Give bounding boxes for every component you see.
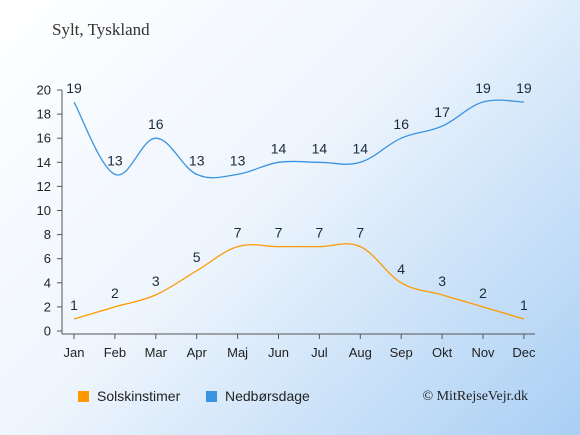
y-tick-label: 20 — [37, 83, 51, 98]
data-label-solskinstimer: 7 — [275, 225, 283, 241]
x-tick-label: Nov — [471, 345, 495, 360]
y-tick-label: 4 — [44, 275, 51, 290]
copyright-text: © MitRejseVejr.dk — [422, 389, 528, 404]
data-label-nedborsdage: 14 — [271, 140, 287, 156]
data-label-nedborsdage: 16 — [148, 116, 164, 132]
data-label-nedborsdage: 19 — [66, 80, 82, 96]
data-label-solskinstimer: 7 — [316, 225, 324, 241]
legend-label-solskinstimer: Solskinstimer — [97, 388, 181, 404]
legend-swatch-nedborsdage — [206, 390, 217, 402]
data-label-solskinstimer: 3 — [152, 273, 160, 289]
data-label-nedborsdage: 17 — [434, 104, 450, 120]
y-tick-label: 0 — [44, 324, 51, 339]
data-label-nedborsdage: 19 — [516, 80, 532, 96]
data-label-nedborsdage: 14 — [353, 140, 369, 156]
x-tick-label: Aug — [349, 345, 372, 360]
legend-item-nedborsdage: Nedbørsdage — [206, 388, 310, 404]
x-tick-label: Jan — [64, 345, 85, 360]
data-label-nedborsdage: 13 — [189, 152, 205, 168]
y-tick-label: 8 — [44, 227, 51, 242]
y-tick-label: 18 — [37, 107, 51, 122]
data-label-nedborsdage: 14 — [312, 140, 328, 156]
y-tick-label: 12 — [37, 179, 51, 194]
x-tick-label: Feb — [104, 345, 126, 360]
y-tick-label: 2 — [44, 299, 51, 314]
data-label-solskinstimer: 2 — [479, 285, 487, 301]
data-label-solskinstimer: 1 — [70, 297, 78, 313]
data-label-solskinstimer: 4 — [397, 261, 405, 277]
x-tick-label: Dec — [512, 345, 536, 360]
legend-item-solskinstimer: Solskinstimer — [78, 388, 180, 404]
series-line-solskinstimer — [73, 243, 525, 320]
y-tick-label: 16 — [37, 131, 51, 146]
chart-title: Sylt, Tyskland — [52, 20, 150, 39]
data-label-solskinstimer: 3 — [438, 273, 446, 289]
data-label-solskinstimer: 7 — [234, 225, 242, 241]
data-label-nedborsdage: 16 — [393, 116, 409, 132]
x-tick-label: Jul — [311, 345, 328, 360]
data-label-solskinstimer: 5 — [193, 249, 201, 265]
data-label-solskinstimer: 1 — [520, 297, 528, 313]
x-tick-label: Apr — [187, 345, 208, 360]
data-label-solskinstimer: 2 — [111, 285, 119, 301]
x-tick-label: Sep — [390, 345, 413, 360]
data-label-nedborsdage: 13 — [230, 152, 246, 168]
legend-label-nedborsdage: Nedbørsdage — [225, 388, 310, 404]
x-tick-label: Okt — [432, 345, 453, 360]
y-tick-label: 10 — [37, 203, 51, 218]
x-tick-label: Mar — [145, 345, 168, 360]
y-tick-label: 6 — [44, 251, 51, 266]
x-tick-label: Maj — [227, 345, 248, 360]
x-tick-label: Jun — [268, 345, 289, 360]
data-label-nedborsdage: 19 — [475, 80, 491, 96]
legend-swatch-solskinstimer — [78, 390, 89, 402]
y-tick-label: 14 — [37, 155, 51, 170]
data-label-nedborsdage: 13 — [107, 152, 123, 168]
series-line-nedborsdage — [73, 99, 524, 179]
data-label-solskinstimer: 7 — [356, 225, 364, 241]
